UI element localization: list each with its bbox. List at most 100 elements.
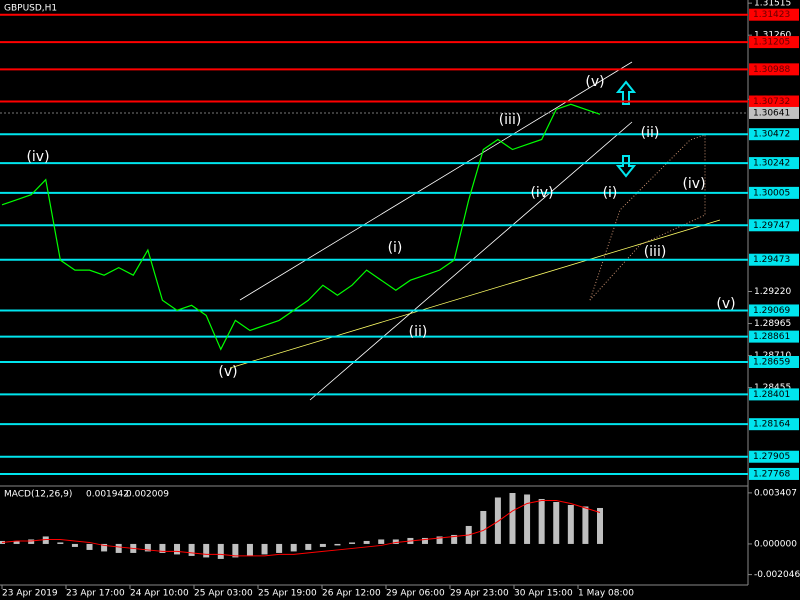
macd-signal-line (1, 499, 601, 557)
macd-bar (246, 543, 253, 556)
level-label: 1.27905 (753, 452, 790, 462)
level-box (749, 157, 799, 170)
macd-bar (290, 543, 297, 552)
macd-bar (378, 539, 385, 544)
y-tick-label: 1.29220 (754, 287, 791, 297)
macd-bar (42, 536, 49, 544)
price-line (1, 103, 601, 351)
level-box (749, 450, 799, 463)
macd-bar (71, 543, 78, 547)
macd-main: 0.001942 (86, 490, 129, 500)
level-box (749, 219, 799, 232)
level-label: 1.30005 (753, 188, 790, 198)
channel-line (309, 121, 633, 401)
macd-bar (319, 543, 326, 547)
level-label: 1.28659 (753, 357, 790, 367)
wave-label: (ii) (409, 324, 428, 340)
wave-label: (v) (585, 74, 604, 90)
macd-bar (57, 542, 64, 544)
macd-bar (232, 543, 239, 558)
macd-bar (144, 543, 151, 552)
macd-bar (159, 543, 166, 553)
x-tick-label: 1 May 08:00 (578, 589, 634, 599)
macd-bar (509, 492, 516, 544)
macd-bar (597, 507, 603, 544)
level-label: 1.28164 (753, 420, 790, 430)
macd-bar (101, 543, 108, 552)
current-price-label: 1.30641 (753, 108, 790, 118)
trend-line (229, 219, 721, 369)
x-tick-label: 24 Apr 10:00 (130, 589, 189, 599)
wave-label: (i) (388, 240, 403, 256)
x-tick-label: 29 Apr 06:00 (386, 589, 445, 599)
macd-title: MACD(12,26,9) (4, 490, 72, 500)
arrow-up (615, 80, 637, 105)
wave-label: (ii) (641, 125, 660, 141)
macd-bar (538, 498, 545, 544)
x-tick-label: 29 Apr 23:00 (450, 589, 509, 599)
level-label: 1.28401 (753, 390, 790, 400)
chart-title: GBPUSD,H1 (4, 4, 57, 14)
macd-bar (276, 543, 283, 553)
macd-bar (451, 534, 458, 544)
y-tick-label: 1.31515 (754, 0, 791, 9)
level-box (749, 418, 799, 431)
macd-bar (553, 501, 560, 544)
macd-y-tick-label: -0.002046 (754, 570, 800, 580)
macd-bar (115, 543, 122, 553)
level-box (749, 186, 799, 199)
current-price-box (749, 106, 799, 119)
macd-bar (392, 539, 399, 544)
macd-bar (349, 542, 356, 544)
macd-bar (363, 540, 370, 544)
level-box (749, 128, 799, 141)
level-box (749, 304, 799, 317)
y-tick-label: 1.28455 (754, 383, 791, 393)
level-box (749, 253, 799, 266)
x-tick-label: 30 Apr 15:00 (514, 589, 573, 599)
level-label: 1.30472 (753, 130, 790, 140)
macd-bar (203, 543, 210, 558)
level-label: 1.29069 (753, 306, 790, 316)
level-label: 1.27768 (753, 469, 790, 479)
wave-label: (iii) (644, 244, 667, 260)
level-box (749, 355, 799, 368)
macd-bar (261, 543, 268, 555)
x-tick-label: 26 Apr 12:00 (322, 589, 381, 599)
macd-bar (334, 543, 341, 546)
level-label: 1.30732 (753, 97, 790, 107)
macd-bar (567, 504, 574, 544)
macd-bar (480, 510, 487, 544)
level-label: 1.31423 (753, 10, 790, 20)
wave-label: (v) (218, 364, 237, 380)
level-label: 1.29473 (753, 255, 790, 265)
macd-bar (13, 540, 20, 544)
wave-label: (iv) (530, 185, 553, 201)
level-box (749, 8, 799, 21)
x-tick-label: 25 Apr 19:00 (258, 589, 317, 599)
macd-bar (28, 539, 35, 544)
macd-bar (305, 543, 312, 550)
wave-label: (v) (716, 296, 735, 312)
macd-y-tick-label: 0.000000 (754, 539, 797, 549)
macd-bar (436, 536, 443, 544)
level-box (749, 95, 799, 108)
macd-bar (217, 543, 224, 559)
level-label: 1.31205 (753, 38, 790, 48)
level-box (749, 388, 799, 401)
x-tick-label: 25 Apr 03:00 (194, 589, 253, 599)
level-label: 1.29747 (753, 221, 790, 231)
macd-bar (494, 497, 501, 544)
macd-bar (86, 543, 93, 550)
level-box (749, 63, 799, 76)
wave-label: (iv) (682, 176, 705, 192)
macd-bar (174, 543, 181, 555)
x-tick-label: 23 Apr 17:00 (66, 589, 125, 599)
level-label: 1.28861 (753, 332, 790, 342)
wave-label: (iv) (26, 149, 49, 165)
level-box (749, 467, 799, 480)
level-box (749, 330, 799, 343)
macd-bar (582, 506, 589, 544)
